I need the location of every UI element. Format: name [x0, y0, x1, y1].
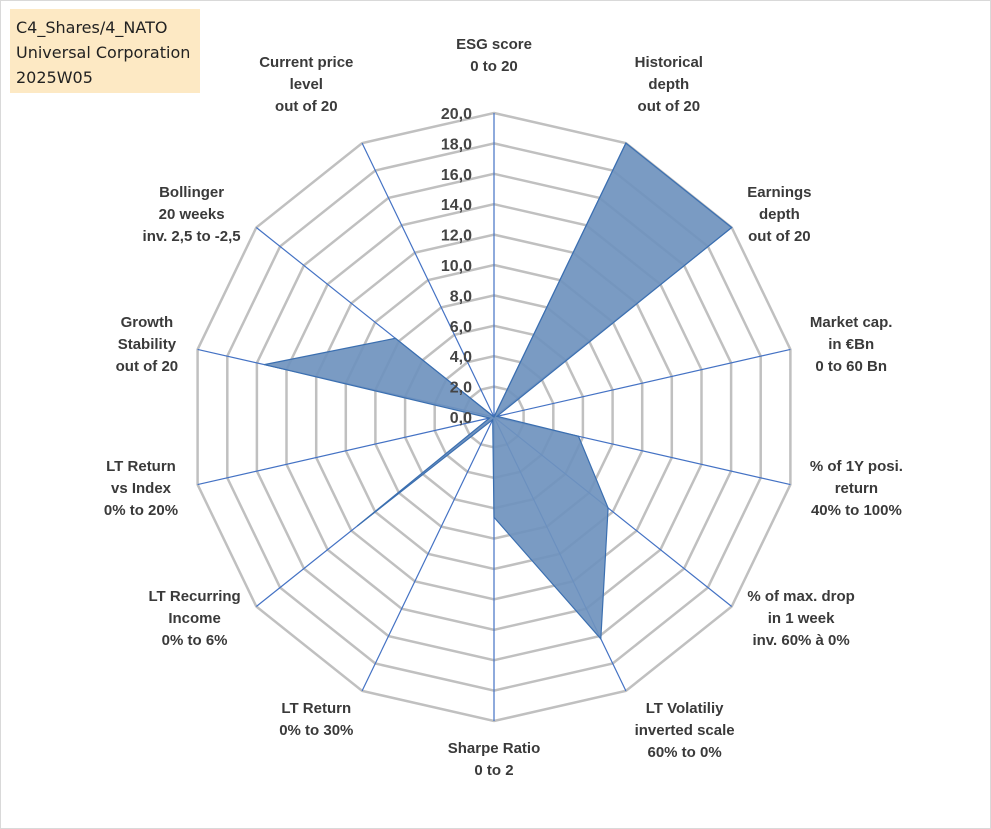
axis-label-6-line-0: LT Volatiliy: [646, 700, 724, 717]
axis-label-0-line-0: ESG score: [456, 36, 532, 53]
axis-label-0-line-1: 0 to 20: [470, 58, 518, 75]
axis-label-2-line-2: out of 20: [748, 228, 811, 245]
axis-label-6: LT Volatiliy inverted scale 60% to 0%: [635, 700, 735, 761]
axis-label-12: Bollinger 20 weeks inv. 2,5 to -2,5: [143, 184, 241, 245]
axis-label-8-line-1: 0% to 30%: [279, 722, 353, 739]
axis-label-1-line-0: Historical: [635, 54, 703, 71]
axis-label-2: Earnings depth out of 20: [747, 184, 811, 245]
axis-label-11-line-2: out of 20: [116, 358, 179, 375]
tick-label-0: 0,0: [450, 410, 472, 427]
radar-series: [264, 142, 733, 641]
axis-label-5: % of max. drop in 1 week inv. 60% à 0%: [747, 588, 855, 649]
radar-tick-labels: 0,0 2,0 4,0 6,0 8,0 10,0 12,0 14,0 16,0 18,0 20,0: [441, 106, 472, 427]
axis-label-10: LT Return vs Index 0% to 20%: [104, 458, 178, 519]
spoke-8: [361, 416, 495, 692]
axis-label-2-line-1: depth: [759, 206, 800, 223]
tick-label-6: 12,0: [441, 228, 472, 245]
spoke-3: [493, 348, 791, 418]
axis-label-3: Market cap. in €Bn 0 to 60 Bn: [810, 314, 893, 375]
tick-label-10: 20,0: [441, 106, 472, 123]
title-line-1: C4_Shares/4_NATO: [16, 18, 168, 37]
tick-label-4: 8,0: [450, 288, 472, 305]
axis-label-8: LT Return 0% to 30%: [279, 700, 353, 739]
spoke-10: [197, 416, 495, 486]
axis-label-3-line-1: in €Bn: [828, 336, 874, 353]
axis-label-6-line-2: 60% to 0%: [647, 744, 721, 761]
axis-label-13-line-0: Current price: [259, 54, 353, 71]
tick-label-2: 4,0: [450, 349, 472, 366]
axis-label-7-line-0: Sharpe Ratio: [448, 740, 541, 757]
axis-label-10-line-1: vs Index: [111, 480, 172, 497]
axis-label-11: Growth Stability out of 20: [116, 314, 179, 375]
axis-label-12-line-0: Bollinger: [159, 184, 224, 201]
tick-label-7: 14,0: [441, 197, 472, 214]
axis-label-1-line-1: depth: [648, 76, 689, 93]
axis-label-11-line-1: Stability: [118, 336, 177, 353]
axis-label-1: Historical depth out of 20: [635, 54, 703, 115]
axis-label-10-line-0: LT Return: [106, 458, 176, 475]
axis-label-9-line-2: 0% to 6%: [162, 632, 228, 649]
axis-label-12-line-1: 20 weeks: [159, 206, 225, 223]
tick-label-3: 6,0: [450, 319, 472, 336]
axis-label-4: % of 1Y posi. return 40% to 100%: [810, 458, 903, 519]
axis-label-13: Current price level out of 20: [259, 54, 353, 115]
tick-label-5: 10,0: [441, 258, 472, 275]
axis-label-3-line-2: 0 to 60 Bn: [815, 358, 887, 375]
axis-label-0: ESG score 0 to 20: [456, 36, 532, 75]
title-line-2: Universal Corporation: [16, 43, 191, 62]
axis-label-9: LT Recurring Income 0% to 6%: [148, 588, 240, 649]
axis-label-8-line-0: LT Return: [281, 700, 351, 717]
axis-label-3-line-0: Market cap.: [810, 314, 893, 331]
axis-label-7: Sharpe Ratio 0 to 2: [448, 740, 541, 779]
axis-label-5-line-0: % of max. drop: [747, 588, 855, 605]
axis-label-7-line-1: 0 to 2: [474, 762, 513, 779]
series-area: [264, 142, 733, 641]
axis-label-12-line-2: inv. 2,5 to -2,5: [143, 228, 241, 245]
axis-label-9-line-1: Income: [168, 610, 221, 627]
radar-axis-labels: ESG score 0 to 20 Historical depth out of 20…: [104, 36, 903, 779]
axis-label-10-line-2: 0% to 20%: [104, 502, 178, 519]
axis-label-9-line-0: LT Recurring: [148, 588, 240, 605]
chart-title-box: C4_Shares/4_NATO Universal Corporation 2…: [10, 9, 200, 93]
spoke-13: [361, 142, 495, 418]
axis-label-2-line-0: Earnings: [747, 184, 811, 201]
title-line-3: 2025W05: [16, 68, 93, 87]
axis-label-5-line-2: inv. 60% à 0%: [752, 632, 849, 649]
axis-label-13-line-1: level: [290, 76, 323, 93]
axis-label-6-line-1: inverted scale: [635, 722, 735, 739]
axis-label-11-line-0: Growth: [121, 314, 174, 331]
axis-label-4-line-0: % of 1Y posi.: [810, 458, 903, 475]
tick-label-8: 16,0: [441, 167, 472, 184]
tick-label-1: 2,0: [450, 380, 472, 397]
axis-label-5-line-1: in 1 week: [768, 610, 835, 627]
axis-label-13-line-2: out of 20: [275, 98, 338, 115]
axis-label-1-line-2: out of 20: [638, 98, 701, 115]
axis-label-4-line-2: 40% to 100%: [811, 502, 902, 519]
axis-label-4-line-1: return: [835, 480, 878, 497]
tick-label-9: 18,0: [441, 136, 472, 153]
